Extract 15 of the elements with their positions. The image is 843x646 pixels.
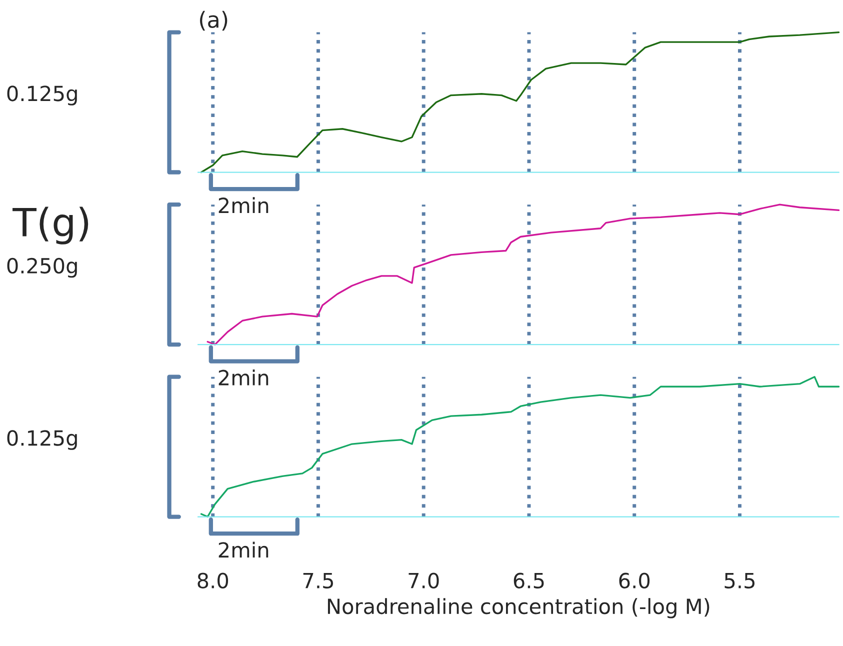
chart-title: (a) [200,10,228,31]
text: 0.250g [7,258,77,278]
annotation: 2min [218,197,268,214]
x-tick-label: 5.5 [724,572,754,588]
x-tick-label: 7.5 [303,572,333,588]
text: 2min [218,542,268,558]
y-axis-title: T(g) [12,206,88,244]
text: 0.125g [7,430,77,450]
x-axis-title: Noradrenaline concentration (-log M) [328,598,710,618]
x-tick-label: 6.5 [514,572,544,588]
annotation: 2min [218,369,268,386]
x-tick-label: 8.0 [198,572,228,588]
x-tick-label: 7.0 [408,572,439,588]
text: 0.125g [7,86,77,106]
x-tick-label: 6.0 [619,572,650,588]
